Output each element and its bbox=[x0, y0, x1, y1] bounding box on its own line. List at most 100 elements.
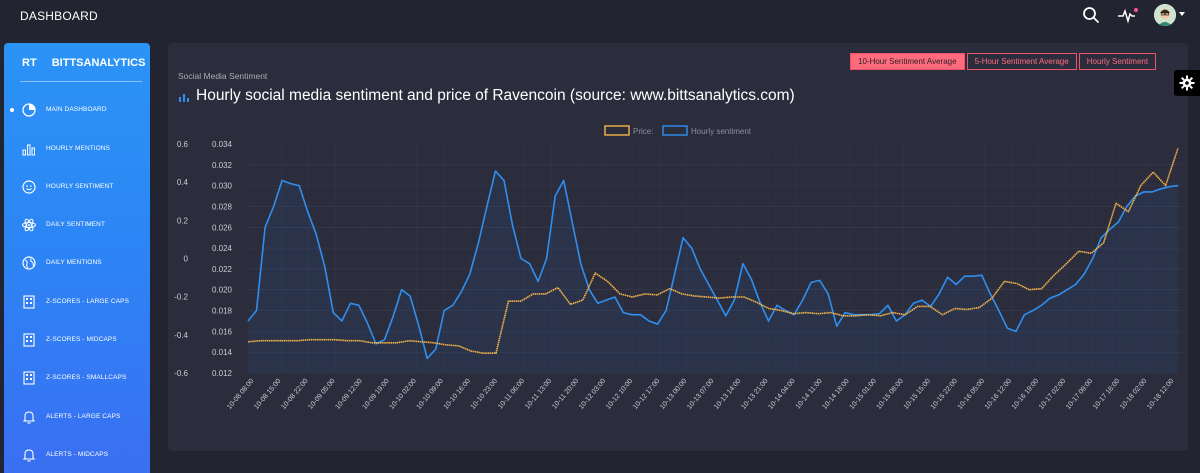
chart-grid bbox=[246, 143, 1182, 374]
sidebar-item-label: MAIN DASHBOARD bbox=[46, 106, 107, 113]
sidebar-item-hourly-mentions[interactable]: HOURLY MENTIONS bbox=[4, 139, 150, 159]
x-tick-label: 10-17 02:00 bbox=[1038, 378, 1067, 411]
sidebar-item-daily-mentions[interactable]: DAILY MENTIONS bbox=[4, 253, 150, 273]
x-tick-label: 10-14 11:00 bbox=[795, 378, 824, 411]
x-tick-label: 10-18 12:00 bbox=[1146, 378, 1175, 411]
y-right-tick-label: 0.018 bbox=[212, 307, 233, 316]
x-tick-label: 10-10 02:00 bbox=[388, 378, 417, 411]
sidebar-item-label: Z-SCORES - LARGE CAPS bbox=[46, 298, 130, 305]
x-tick-label: 10-14 04:00 bbox=[767, 378, 796, 411]
x-tick-label: 10-13 00:00 bbox=[659, 378, 688, 411]
legend-swatch bbox=[662, 125, 688, 136]
y-right-tick-label: 0.026 bbox=[212, 223, 233, 232]
sidebar-item-label: HOURLY MENTIONS bbox=[46, 145, 111, 152]
atom-icon bbox=[22, 218, 36, 232]
sidebar-item-alerts-large-caps[interactable]: ALERTS - LARGE CAPS bbox=[4, 407, 150, 427]
x-tick-label: 10-15 01:00 bbox=[848, 378, 877, 411]
sidebar-item-label: Z-SCORES - MIDCAPS bbox=[46, 336, 117, 343]
sidebar-item-zscores-large-caps[interactable]: Z-SCORES - LARGE CAPS bbox=[4, 292, 150, 312]
brand-name: BITTSANALYTICS bbox=[51, 57, 146, 69]
x-tick-label: 10-10 23:00 bbox=[470, 378, 499, 411]
brand[interactable]: RT BITTSANALYTICS bbox=[22, 57, 145, 69]
active-indicator bbox=[10, 108, 14, 112]
sidebar-item-zscores-midcaps[interactable]: Z-SCORES - MIDCAPS bbox=[4, 330, 150, 350]
sidebar-item-label: ALERTS - LARGE CAPS bbox=[46, 413, 121, 420]
x-tick-label: 10-18 02:00 bbox=[1119, 378, 1148, 411]
x-tick-label: 10-12 10:00 bbox=[605, 378, 634, 411]
dashboard-title: DASHBOARD bbox=[20, 9, 98, 23]
gear-icon bbox=[1179, 75, 1195, 91]
x-tick-label: 10-11 20:00 bbox=[551, 378, 580, 411]
y-right-tick-label: 0.030 bbox=[212, 182, 233, 191]
bell-icon bbox=[22, 411, 36, 424]
avatar-face-icon bbox=[1154, 4, 1176, 26]
sidebar: RT BITTSANALYTICS MAIN DASHBOARD HOURLY … bbox=[4, 43, 150, 473]
user-avatar[interactable] bbox=[1154, 4, 1176, 26]
activity-pulse-icon[interactable] bbox=[1117, 6, 1139, 24]
sentiment-area bbox=[248, 171, 1178, 373]
x-tick-label: 10-13 14:00 bbox=[713, 378, 742, 411]
search-icon[interactable] bbox=[1082, 6, 1100, 24]
chevron-down-icon[interactable] bbox=[1179, 12, 1185, 16]
sidebar-item-zscores-smallcaps[interactable]: Z-SCORES - SMALLCAPS bbox=[4, 368, 150, 388]
panel-subtitle: Social Media Sentiment bbox=[178, 71, 268, 81]
building-icon bbox=[23, 371, 35, 385]
y-axis-left: 0.6 0.4 0.2 0 -0.2 -0.4 -0.6 bbox=[174, 140, 188, 378]
bar-chart-icon bbox=[179, 94, 189, 102]
y-left-tick-label: 0 bbox=[184, 255, 189, 264]
y-left-tick-label: -0.4 bbox=[174, 331, 188, 340]
sidebar-item-main-dashboard[interactable]: MAIN DASHBOARD bbox=[4, 100, 150, 120]
tab-10-hour-average[interactable]: 10-Hour Sentiment Average bbox=[850, 53, 965, 70]
brand-divider bbox=[20, 81, 142, 82]
sidebar-item-label: DAILY SENTIMENT bbox=[46, 221, 106, 228]
pie-chart-icon bbox=[22, 103, 36, 117]
x-tick-label: 10-16 12:00 bbox=[984, 378, 1013, 411]
chart-series bbox=[247, 147, 1179, 373]
y-right-tick-label: 0.014 bbox=[212, 348, 233, 357]
y-right-tick-label: 0.028 bbox=[212, 202, 233, 211]
smiley-icon bbox=[22, 180, 36, 194]
sidebar-item-daily-sentiment[interactable]: DAILY SENTIMENT bbox=[4, 215, 150, 235]
x-tick-label: 10-10 09:00 bbox=[416, 378, 445, 411]
sidebar-item-label: HOURLY SENTIMENT bbox=[46, 183, 114, 190]
x-tick-label: 10-12 03:00 bbox=[578, 378, 607, 411]
x-tick-label: 10-08 08:00 bbox=[226, 378, 255, 411]
x-tick-label: 10-16 19:00 bbox=[1011, 378, 1040, 411]
y-right-tick-label: 0.016 bbox=[212, 327, 233, 336]
tab-hourly-sentiment[interactable]: Hourly Sentiment bbox=[1078, 53, 1157, 70]
y-right-tick-label: 0.032 bbox=[212, 161, 233, 170]
tab-5-hour-average[interactable]: 5-Hour Sentiment Average bbox=[966, 53, 1077, 70]
x-tick-label: 10-11 13:00 bbox=[524, 378, 553, 411]
x-tick-label: 10-08 22:00 bbox=[280, 378, 309, 411]
x-tick-label: 10-15 15:00 bbox=[903, 378, 932, 411]
building-icon bbox=[23, 333, 35, 347]
sidebar-item-label: ALERTS - MIDCAPS bbox=[46, 451, 109, 458]
x-tick-label: 10-14 18:00 bbox=[821, 378, 850, 411]
y-right-tick-label: 0.020 bbox=[212, 286, 233, 295]
y-right-tick-label: 0.012 bbox=[212, 369, 233, 378]
x-tick-label: 10-09 12:00 bbox=[334, 378, 363, 411]
y-right-tick-label: 0.024 bbox=[212, 244, 233, 253]
legend-label: Hourly sentiment bbox=[691, 127, 752, 136]
sentiment-line bbox=[247, 170, 1179, 360]
x-tick-label: 10-08 15:00 bbox=[253, 378, 282, 411]
settings-toggle[interactable] bbox=[1174, 70, 1200, 96]
building-icon bbox=[23, 295, 35, 309]
sidebar-item-alerts-midcaps[interactable]: ALERTS - MIDCAPS bbox=[4, 445, 150, 465]
x-tick-label: 10-16 05:00 bbox=[957, 378, 986, 411]
chart-legend: Price: Hourly sentiment bbox=[604, 125, 752, 136]
panel-title: Hourly social media sentiment and price … bbox=[196, 87, 795, 104]
y-right-tick-label: 0.022 bbox=[212, 265, 233, 274]
sentiment-price-chart: 0.60.40.20-0.2-0.4-0.6 0.0340.0320.0300.… bbox=[174, 125, 1182, 411]
bell-icon bbox=[22, 449, 36, 462]
legend-swatch bbox=[604, 125, 630, 136]
x-tick-label: 10-09 19:00 bbox=[361, 378, 390, 411]
y-left-tick-label: -0.6 bbox=[174, 369, 188, 378]
x-tick-label: 10-13 21:00 bbox=[740, 378, 769, 411]
x-tick-label: 10-15 08:00 bbox=[876, 378, 905, 411]
sidebar-item-hourly-sentiment[interactable]: HOURLY SENTIMENT bbox=[4, 177, 150, 197]
brand-short: RT bbox=[22, 57, 37, 69]
x-tick-label: 10-09 05:00 bbox=[307, 378, 336, 411]
y-axis-right: 0.034 0.032 0.030 0.028 0.026 0.024 0.022 0.020… bbox=[212, 140, 233, 378]
